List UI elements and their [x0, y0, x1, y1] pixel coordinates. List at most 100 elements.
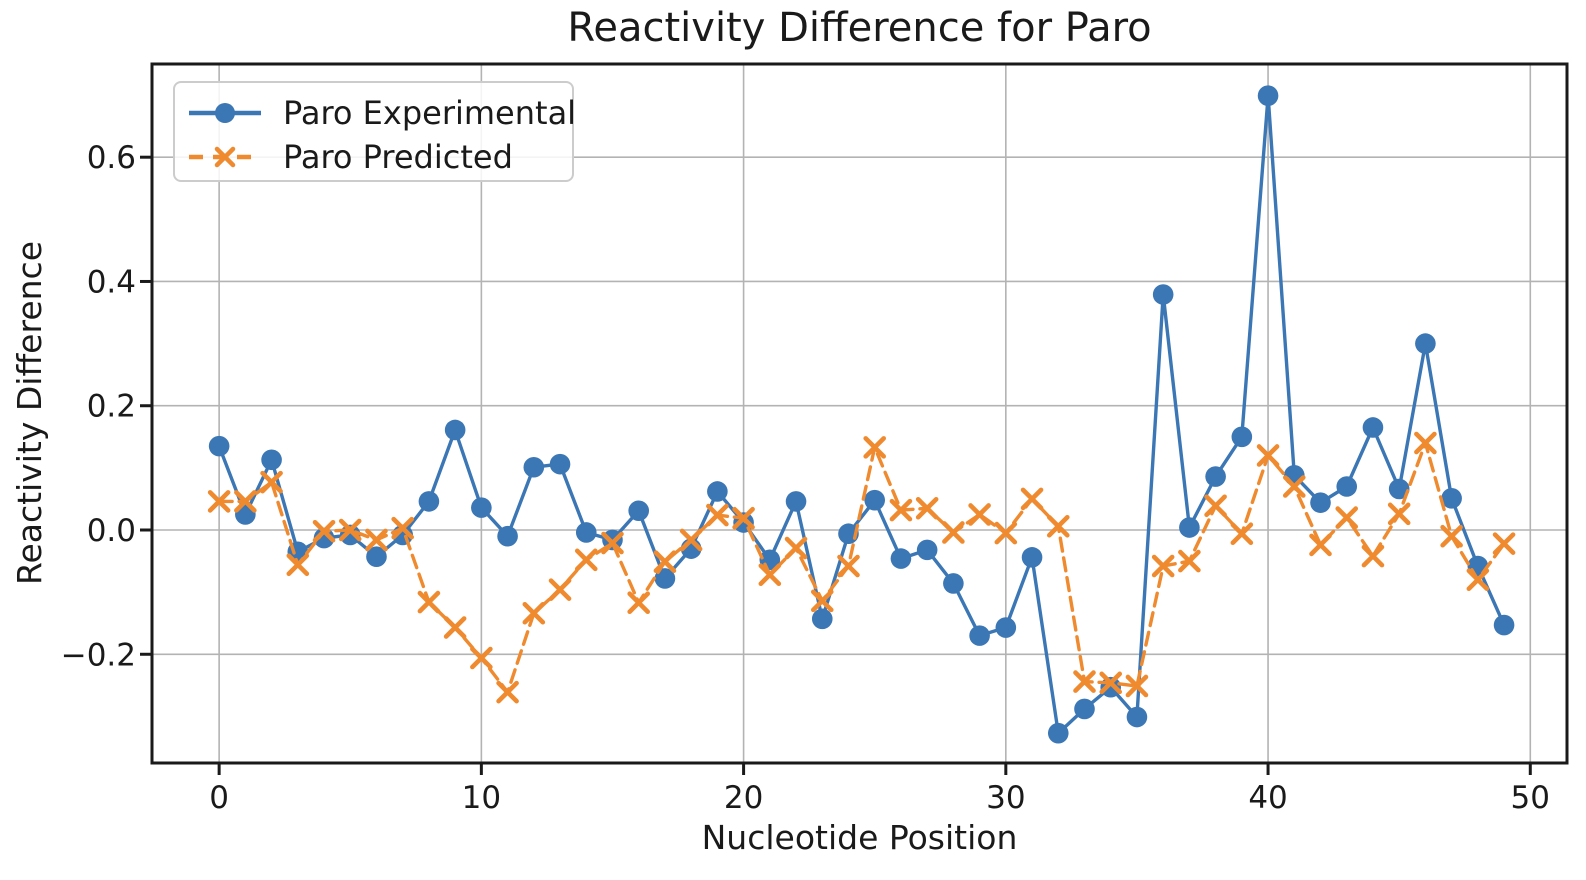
x-marker-stroke	[1099, 671, 1123, 695]
data-point-x	[1335, 506, 1359, 529]
data-point-x	[391, 516, 414, 540]
x-marker-stroke	[548, 578, 572, 601]
legend-line-x-icon	[189, 146, 261, 168]
data-point-x	[915, 496, 939, 520]
data-point-x	[627, 591, 651, 614]
data-point-x	[810, 589, 834, 613]
x-marker-stroke	[1046, 514, 1070, 538]
x-marker-stroke	[1492, 532, 1516, 555]
data-point-circle	[418, 491, 440, 512]
x-marker-stroke	[863, 436, 887, 459]
y-tick-label: −0.2	[61, 637, 136, 673]
x-marker-stroke	[601, 531, 624, 555]
x-axis-label: Nucleotide Position	[701, 818, 1018, 857]
data-point-x	[417, 590, 441, 614]
data-point-circle	[969, 625, 990, 646]
data-point-circle	[1231, 426, 1253, 448]
x-tick-label: 50	[1511, 780, 1550, 816]
plot-frame	[150, 62, 1569, 765]
x-marker-stroke	[1282, 475, 1306, 498]
data-point-circle	[707, 481, 728, 502]
data-point-x	[758, 563, 782, 587]
x-marker-stroke	[312, 519, 336, 543]
x-marker-stroke	[968, 503, 991, 526]
data-point-circle	[1205, 466, 1226, 487]
x-marker-stroke	[706, 503, 729, 527]
data-point-circle	[1388, 478, 1410, 500]
x-marker-stroke	[1466, 568, 1490, 592]
data-point-x	[601, 531, 624, 555]
x-marker-stroke	[365, 528, 388, 552]
x-marker-stroke	[1361, 544, 1385, 568]
data-point-circle	[444, 419, 466, 441]
data-point-x	[1492, 532, 1516, 555]
data-point-circle	[943, 573, 964, 594]
data-point-x	[1125, 674, 1149, 698]
data-point-x	[1046, 514, 1070, 538]
data-point-circle	[1441, 488, 1462, 509]
data-point-x	[365, 528, 388, 552]
data-point-x	[207, 490, 231, 513]
legend-line-circle-icon	[189, 103, 261, 123]
data-point-x	[470, 646, 493, 670]
data-point-x	[679, 528, 703, 552]
x-marker-stroke	[1309, 533, 1332, 557]
data-point-x	[1361, 544, 1385, 568]
data-point-x	[1204, 494, 1227, 518]
x-marker-stroke	[915, 496, 939, 520]
data-point-x	[994, 521, 1018, 545]
data-point-circle	[366, 546, 387, 568]
data-point-x	[338, 518, 362, 542]
x-marker-stroke	[889, 498, 913, 522]
x-marker-stroke	[1256, 444, 1280, 467]
data-point-x	[1309, 533, 1332, 557]
x-marker-stroke	[496, 680, 519, 704]
x-tick-label: 30	[986, 780, 1025, 816]
data-point-circle	[549, 453, 571, 475]
x-marker-stroke	[679, 528, 703, 552]
data-point-x	[574, 548, 598, 572]
x-marker-stroke	[837, 554, 860, 578]
data-point-x	[1073, 670, 1096, 693]
data-point-circle	[261, 449, 282, 471]
data-point-x	[863, 436, 887, 459]
x-marker-stroke	[470, 646, 493, 670]
data-point-x	[1020, 487, 1044, 511]
x-marker-stroke	[1178, 549, 1201, 573]
data-point-circle	[1310, 492, 1331, 513]
x-marker-stroke	[942, 521, 965, 544]
x-tick-label: 10	[462, 780, 501, 816]
data-point-circle	[654, 568, 676, 589]
data-point-circle	[523, 456, 545, 478]
x-marker-stroke	[207, 490, 231, 513]
data-point-circle	[1179, 517, 1200, 538]
chart-title: Reactivity Difference for Paro	[567, 5, 1152, 51]
data-point-x	[1387, 502, 1411, 526]
data-point-circle	[785, 491, 807, 512]
data-point-circle	[1074, 698, 1095, 720]
x-marker-stroke	[758, 563, 782, 587]
x-marker-stroke	[286, 553, 310, 577]
data-point-x	[1440, 524, 1463, 548]
data-point-circle	[208, 435, 230, 457]
x-marker-stroke	[732, 506, 755, 530]
y-tick-label: 0.6	[87, 140, 136, 176]
x-marker-stroke	[627, 591, 651, 614]
data-point-x	[1178, 549, 1201, 573]
x-tick-label: 0	[209, 780, 229, 816]
data-point-x	[784, 536, 808, 560]
data-point-x	[260, 470, 283, 494]
data-point-circle	[1021, 547, 1043, 568]
data-point-circle	[890, 548, 912, 569]
data-point-x	[968, 503, 991, 526]
data-point-circle	[628, 500, 650, 522]
data-point-x	[286, 553, 310, 577]
data-point-circle	[1126, 706, 1148, 728]
data-point-x	[496, 680, 519, 704]
y-tick-label: 0.2	[87, 389, 136, 425]
data-point-circle	[575, 522, 597, 543]
x-marker-stroke	[1414, 431, 1437, 455]
x-tick-label: 20	[724, 780, 763, 816]
data-point-x	[653, 550, 677, 573]
